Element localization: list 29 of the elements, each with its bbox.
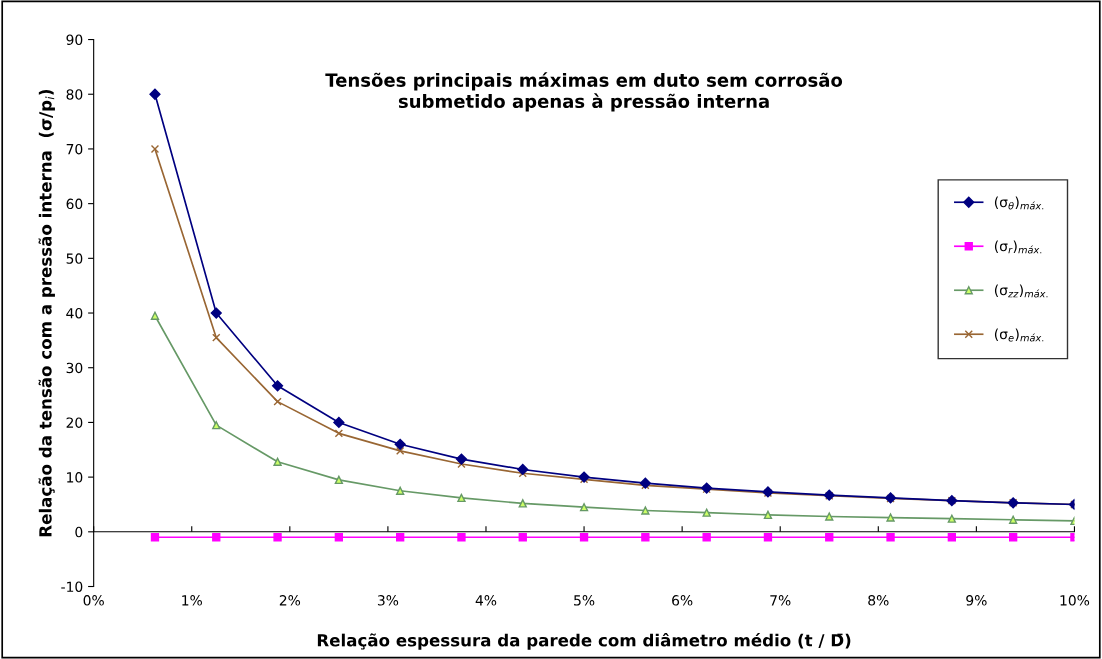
x-tick-label: 1% [182, 595, 202, 606]
y-tick-label: 80 [66, 89, 83, 100]
legend-label: (σ$_{r}$)$_{máx.}$ [994, 240, 1042, 254]
y-tick-label: 40 [66, 307, 83, 319]
y-tick-label: 30 [66, 362, 83, 374]
x-tick-label: 0% [83, 595, 104, 606]
y-tick-label: 50 [66, 253, 83, 264]
x-tick-label: 10% [1060, 595, 1090, 606]
x-tick-label: 4% [475, 595, 497, 606]
x-tick-label: 9% [966, 595, 987, 606]
y-tick-label: 60 [66, 198, 83, 210]
x-tick-label: 8% [868, 595, 889, 606]
legend-label: (σ$_{zz}$)$_{máx.}$ [994, 284, 1048, 298]
y-tick-label: 20 [66, 417, 83, 428]
y-tick-label: 0 [75, 526, 83, 538]
x-axis-title: Relação espessura da parede com diâmetro médio (t / D̄) [317, 633, 851, 650]
y-tick-label: 90 [66, 34, 83, 46]
x-tick-label: 6% [672, 595, 693, 606]
x-tick-label: 3% [377, 595, 399, 606]
y-tick-label: 70 [66, 143, 83, 155]
text: Tensões principais máximas em duto sem corrosão submetido apenas à pressão interna [325, 72, 843, 112]
x-tick-label: 5% [574, 595, 595, 606]
legend-label: (σ$_{e}$)$_{máx.}$ [994, 328, 1044, 342]
y-tick-label: 10 [67, 472, 83, 483]
y-axis-title: Relação da tensão com a pressão interna (σ/p$_{i}$) [38, 89, 55, 537]
legend-label: (σ$_{θ}$)$_{máx.}$ [994, 196, 1044, 210]
x-tick-label: 2% [279, 595, 301, 606]
x-tick-label: 7% [770, 595, 791, 606]
y-tick-label: -10 [61, 581, 83, 592]
